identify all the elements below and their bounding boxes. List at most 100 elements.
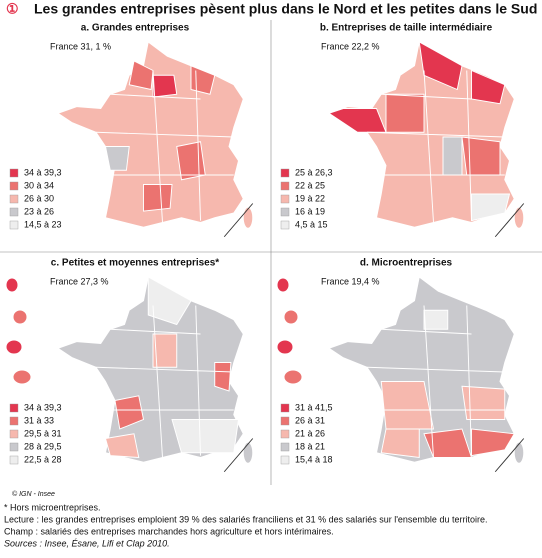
- region: [104, 146, 130, 171]
- note: Lecture : les grandes entreprises emploi…: [4, 514, 487, 524]
- map: [56, 276, 254, 473]
- figure-number: ①: [6, 1, 19, 17]
- overseas: [276, 277, 290, 293]
- france-box: [48, 275, 114, 289]
- legend-swatch: [9, 442, 19, 452]
- region: [171, 419, 240, 454]
- legend-label: 31 à 41,5: [295, 402, 333, 412]
- france-box: [319, 275, 385, 289]
- region: [380, 428, 420, 459]
- legend-label: 22 à 25: [295, 180, 325, 190]
- corsica: [513, 441, 525, 464]
- legend-label: 26 à 31: [295, 415, 325, 425]
- france-value: France 27,3 %: [50, 276, 109, 286]
- panel-title: d. Microentreprises: [360, 258, 453, 269]
- legend-swatch: [9, 168, 19, 178]
- legend-swatch: [280, 455, 290, 465]
- figure-title: Les grandes entreprises pèsent plus dans…: [34, 1, 537, 17]
- region: [114, 395, 145, 430]
- note: Sources : Insee, Ésane, Lifi et Clap 201…: [4, 538, 170, 548]
- legend-label: 31 à 33: [24, 415, 54, 425]
- legend-label: 34 à 39,3: [24, 167, 62, 177]
- inset-frame: [494, 203, 525, 238]
- region: [380, 381, 435, 430]
- legend-label: 23 à 26: [24, 206, 54, 216]
- legend-swatch: [280, 442, 290, 452]
- legend-swatch: [280, 416, 290, 426]
- legend-swatch: [280, 194, 290, 204]
- corsica: [513, 206, 525, 229]
- legend-label: 25 à 26,3: [295, 167, 333, 177]
- region: [152, 74, 178, 98]
- legend-label: 21 à 26: [295, 428, 325, 438]
- legend-swatch: [9, 194, 19, 204]
- legend-label: 29,5 à 31: [24, 428, 62, 438]
- region: [128, 60, 154, 91]
- region: [176, 141, 206, 181]
- legend-swatch: [9, 416, 19, 426]
- corsica: [242, 441, 254, 464]
- country: [56, 276, 244, 463]
- inset-frame: [223, 438, 254, 473]
- legend-label: 18 à 21: [295, 441, 325, 451]
- region: [471, 193, 511, 222]
- legend-label: 4,5 à 15: [295, 219, 328, 229]
- region: [190, 65, 216, 95]
- legend-swatch: [9, 181, 19, 191]
- region-borders: [366, 70, 505, 223]
- overseas: [12, 369, 32, 385]
- inset-frame: [223, 203, 254, 238]
- region: [461, 385, 506, 420]
- legend-swatch: [9, 429, 19, 439]
- inset-frame: [494, 438, 525, 473]
- region: [327, 108, 387, 133]
- overseas: [12, 309, 28, 325]
- legend-label: 19 à 22: [295, 193, 325, 203]
- legend-swatch: [280, 429, 290, 439]
- region: [147, 276, 192, 326]
- legend-swatch: [280, 207, 290, 217]
- legend-label: 28 à 29,5: [24, 441, 62, 451]
- panel-title: b. Entreprises de taille intermédiaire: [320, 23, 493, 34]
- legend-label: 30 à 34: [24, 180, 54, 190]
- legend-label: 14,5 à 23: [24, 219, 62, 229]
- france-value: France 19,4 %: [321, 276, 380, 286]
- overseas: [5, 339, 23, 355]
- region: [418, 41, 463, 91]
- map: [56, 41, 254, 238]
- overseas: [5, 277, 19, 293]
- map: [327, 276, 525, 473]
- legend-swatch: [280, 168, 290, 178]
- france-box: [319, 40, 385, 54]
- region-borders: [366, 305, 505, 458]
- region-borders: [95, 70, 234, 223]
- overseas: [276, 339, 294, 355]
- legend-label: 16 à 19: [295, 206, 325, 216]
- region: [385, 93, 425, 133]
- legend-swatch: [280, 220, 290, 230]
- legend-label: 34 à 39,3: [24, 402, 62, 412]
- region: [152, 333, 178, 368]
- region: [471, 69, 506, 105]
- panel-title: a. Grandes entreprises: [81, 23, 190, 34]
- region: [143, 184, 173, 212]
- credit: © IGN - Insee: [12, 490, 55, 498]
- note: * Hors microentreprises.: [4, 502, 101, 512]
- france-value: France 31, 1 %: [50, 41, 111, 51]
- france-value: France 22,2 %: [321, 41, 380, 51]
- legend-label: 15,4 à 18: [295, 454, 333, 464]
- region: [442, 136, 463, 176]
- france-box: [48, 40, 114, 54]
- legend-label: 26 à 30: [24, 193, 54, 203]
- corsica: [242, 206, 254, 229]
- overseas: [283, 369, 303, 385]
- legend-swatch: [280, 181, 290, 191]
- legend-swatch: [9, 207, 19, 217]
- legend-label: 22,5 à 28: [24, 454, 62, 464]
- overseas: [283, 309, 299, 325]
- region-borders: [95, 305, 234, 458]
- legend-swatch: [9, 455, 19, 465]
- legend-swatch: [9, 220, 19, 230]
- region: [423, 428, 473, 458]
